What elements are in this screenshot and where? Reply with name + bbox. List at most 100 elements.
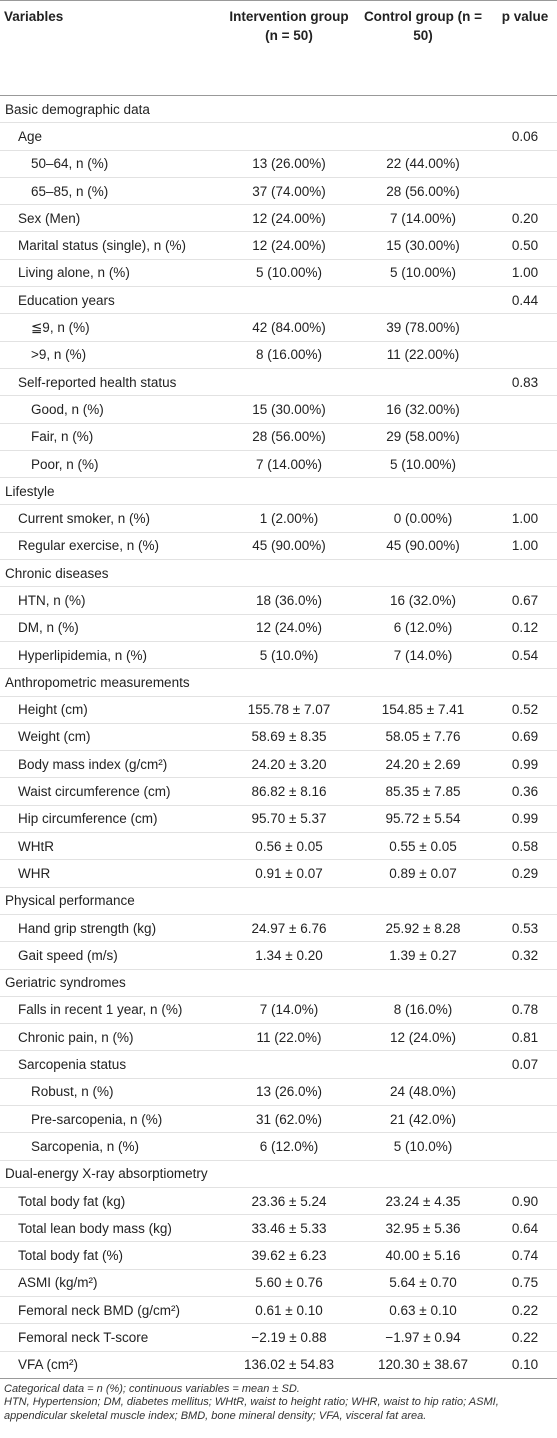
- table-row: Self-reported health status 0.83: [0, 368, 557, 397]
- cell: −1.97 ± 0.94: [353, 1323, 493, 1352]
- row-label: Falls in recent 1 year, n (%): [0, 996, 225, 1025]
- row-label: Chronic pain, n (%): [0, 1023, 225, 1052]
- row-label: Height (cm): [0, 696, 225, 724]
- cell: 12 (24.00%): [225, 231, 353, 260]
- table-row: Anthropometric measurements: [0, 668, 557, 697]
- cell: 0.81: [493, 1023, 557, 1052]
- cell: 0.07: [493, 1050, 557, 1079]
- table-row: Basic demographic data: [0, 95, 557, 124]
- cell: 0.89 ± 0.07: [353, 859, 493, 888]
- cell: [353, 95, 493, 124]
- cell: [493, 341, 557, 369]
- header-cell: p value: [493, 0, 557, 96]
- cell: [225, 559, 353, 588]
- cell: [493, 668, 557, 697]
- cell: 1.34 ± 0.20: [225, 941, 353, 970]
- cell: 1.00: [493, 504, 557, 533]
- table-row: Body mass index (g/cm²) 24.20 ± 3.20 24.20…: [0, 750, 557, 779]
- row-label: Education years: [0, 286, 225, 315]
- cell: 0.22: [493, 1323, 557, 1352]
- table-row: Geriatric syndromes: [0, 969, 557, 997]
- row-label: Poor, n (%): [0, 450, 225, 479]
- table-row: Weight (cm) 58.69 ± 8.35 58.05 ± 7.76 0.69: [0, 723, 557, 752]
- cell: 28 (56.00%): [353, 177, 493, 206]
- cell: 7 (14.0%): [353, 641, 493, 670]
- cell: 1.00: [493, 532, 557, 561]
- cell: [225, 1160, 353, 1188]
- cell: 5.64 ± 0.70: [353, 1269, 493, 1298]
- cell: 7 (14.0%): [225, 996, 353, 1025]
- cell: 40.00 ± 5.16: [353, 1241, 493, 1270]
- cell: 32.95 ± 5.36: [353, 1214, 493, 1243]
- header-cell: Intervention group (n = 50): [225, 0, 353, 96]
- cell: 58.69 ± 8.35: [225, 723, 353, 752]
- cell: [353, 122, 493, 151]
- cell: 7 (14.00%): [353, 204, 493, 233]
- row-label: Gait speed (m/s): [0, 941, 225, 970]
- table-row: 65–85, n (%) 37 (74.00%) 28 (56.00%): [0, 177, 557, 206]
- table-row: Good, n (%) 15 (30.00%) 16 (32.00%): [0, 395, 557, 424]
- cell: 0.54: [493, 641, 557, 670]
- cell: [493, 887, 557, 915]
- cell: 25.92 ± 8.28: [353, 914, 493, 943]
- row-label: >9, n (%): [0, 341, 225, 369]
- cell: 12 (24.0%): [353, 1023, 493, 1052]
- table-row: Regular exercise, n (%) 45 (90.00%) 45 (90…: [0, 532, 557, 561]
- cell: 24.97 ± 6.76: [225, 914, 353, 943]
- cell: −2.19 ± 0.88: [225, 1323, 353, 1352]
- cell: 5 (10.0%): [225, 641, 353, 670]
- cell: [225, 887, 353, 915]
- cell: 95.70 ± 5.37: [225, 805, 353, 834]
- cell: 0.12: [493, 614, 557, 642]
- row-label: Basic demographic data: [0, 95, 225, 124]
- cell: 0.58: [493, 832, 557, 861]
- footnote: HTN, Hypertension; DM, diabetes mellitus…: [4, 1396, 499, 1422]
- cell: 0.20: [493, 204, 557, 233]
- cell: 0.83: [493, 368, 557, 397]
- cell: 0.78: [493, 996, 557, 1025]
- row-label: Living alone, n (%): [0, 259, 225, 288]
- cell: 0.64: [493, 1214, 557, 1243]
- cell: 95.72 ± 5.54: [353, 805, 493, 834]
- cell: 6 (12.0%): [353, 614, 493, 642]
- row-label: DM, n (%): [0, 614, 225, 642]
- footnotes: Categorical data = n (%); continuous var…: [0, 1379, 557, 1424]
- cell: 0.67: [493, 586, 557, 615]
- cell: [225, 969, 353, 997]
- cell: 0 (0.00%): [353, 504, 493, 533]
- cell: 0.32: [493, 941, 557, 970]
- cell: 1.39 ± 0.27: [353, 941, 493, 970]
- cell: [353, 368, 493, 397]
- cell: 5 (10.0%): [353, 1132, 493, 1161]
- table-row: Total lean body mass (kg) 33.46 ± 5.33 32.…: [0, 1214, 557, 1243]
- table-row: Pre-sarcopenia, n (%) 31 (62.0%) 21 (42.0%…: [0, 1105, 557, 1134]
- cell: 13 (26.00%): [225, 150, 353, 178]
- cell: 5.60 ± 0.76: [225, 1269, 353, 1298]
- cell: [353, 1160, 493, 1188]
- table-row: Current smoker, n (%) 1 (2.00%) 0 (0.00%) 1…: [0, 504, 557, 533]
- row-label: Sarcopenia status: [0, 1050, 225, 1079]
- row-label: Dual-energy X-ray absorptiometry: [0, 1160, 225, 1188]
- table-row: HTN, n (%) 18 (36.0%) 16 (32.0%) 0.67: [0, 586, 557, 615]
- table-row: Gait speed (m/s) 1.34 ± 0.20 1.39 ± 0.27 0.…: [0, 941, 557, 970]
- cell: 0.06: [493, 122, 557, 151]
- cell: 136.02 ± 54.83: [225, 1351, 353, 1379]
- cell: 8 (16.0%): [353, 996, 493, 1025]
- cell: 45 (90.00%): [225, 532, 353, 561]
- cell: 42 (84.00%): [225, 313, 353, 342]
- data-table: Variables Intervention group (n = 50) Co…: [0, 0, 557, 1379]
- row-label: HTN, n (%): [0, 586, 225, 615]
- cell: [353, 286, 493, 315]
- table-row: Marital status (single), n (%) 12 (24.00%…: [0, 231, 557, 260]
- row-label: Body mass index (g/cm²): [0, 750, 225, 779]
- table-row: ASMI (kg/m²) 5.60 ± 0.76 5.64 ± 0.70 0.75: [0, 1269, 557, 1298]
- cell: 24.20 ± 2.69: [353, 750, 493, 779]
- table-row: Robust, n (%) 13 (26.0%) 24 (48.0%): [0, 1078, 557, 1106]
- cell: [225, 668, 353, 697]
- cell: 12 (24.0%): [225, 614, 353, 642]
- table-row: DM, n (%) 12 (24.0%) 6 (12.0%) 0.12: [0, 614, 557, 642]
- cell: 33.46 ± 5.33: [225, 1214, 353, 1243]
- cell: 16 (32.0%): [353, 586, 493, 615]
- table-row: ≦9, n (%) 42 (84.00%) 39 (78.00%): [0, 313, 557, 342]
- cell: 0.22: [493, 1296, 557, 1325]
